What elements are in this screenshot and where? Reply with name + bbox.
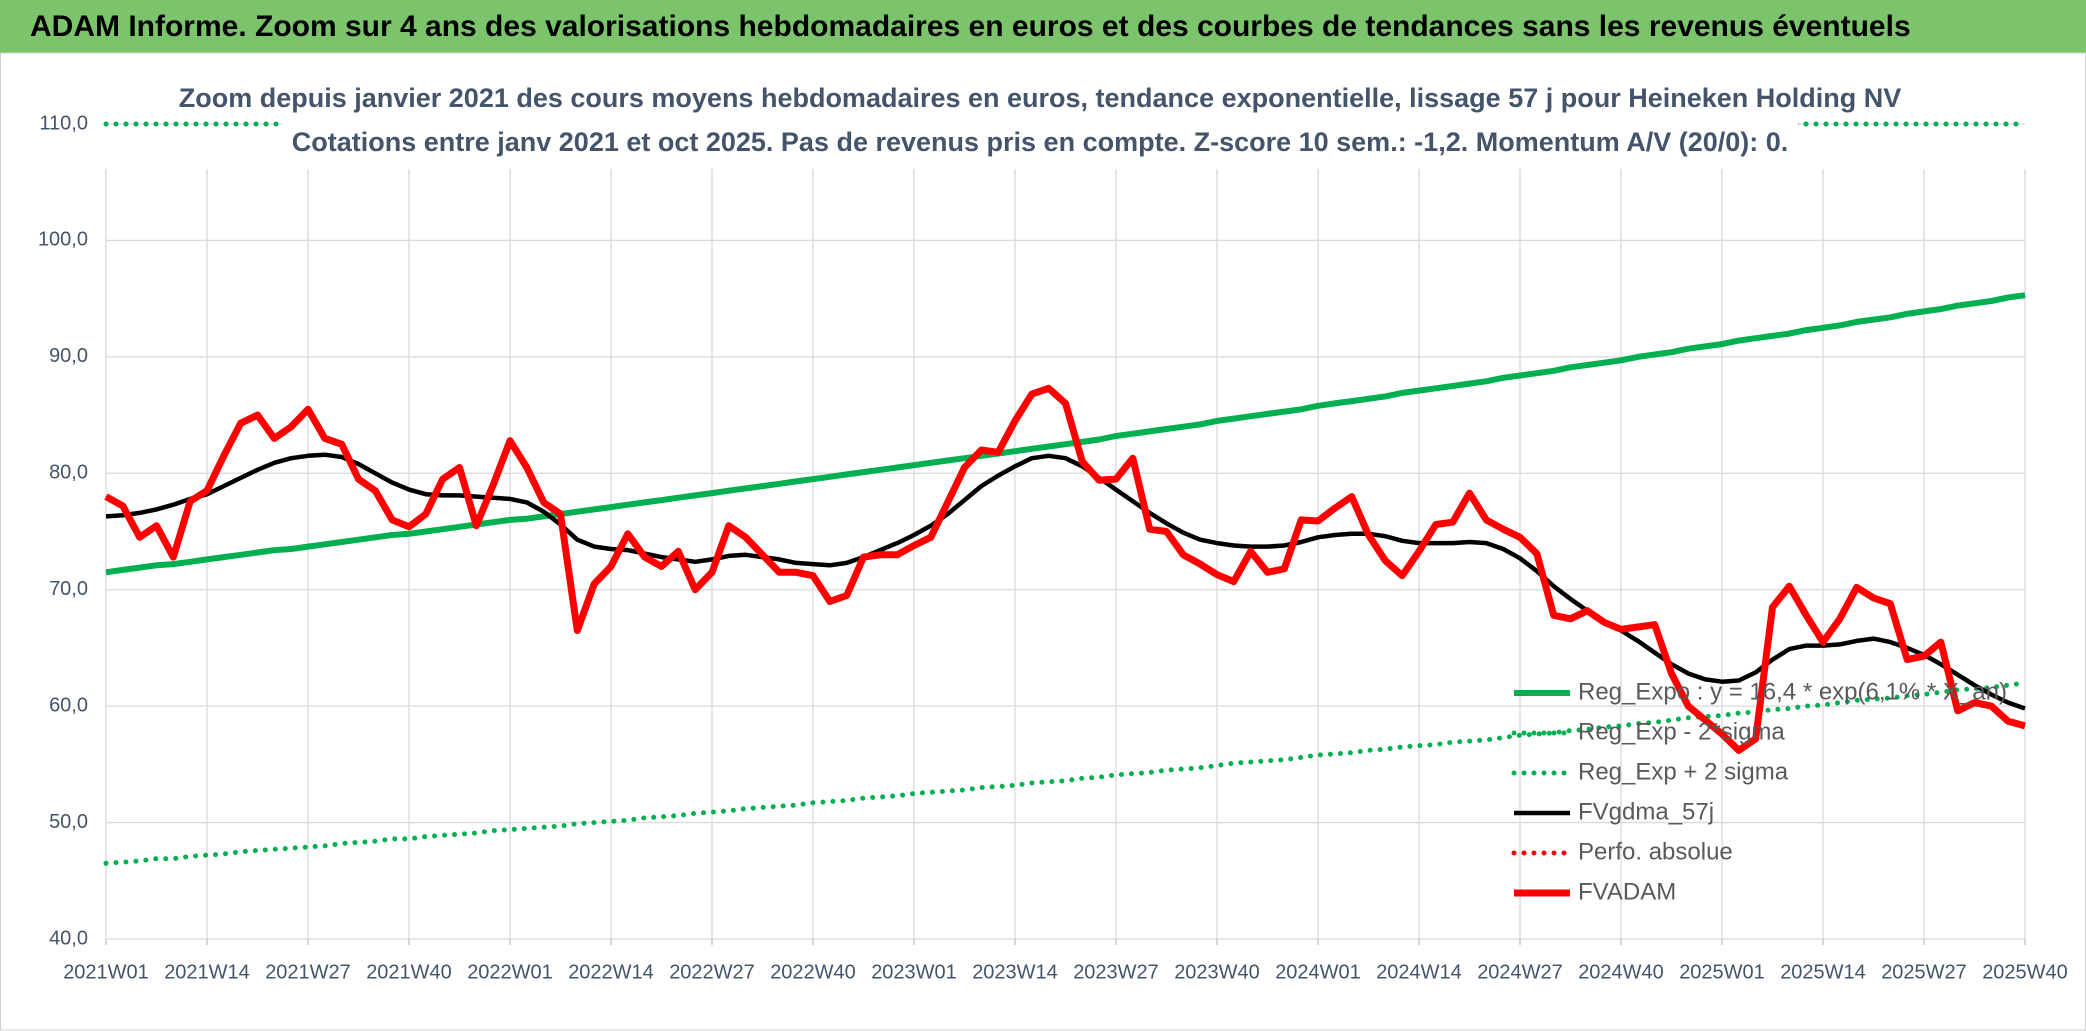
legend-label: Reg_Exp - 2*sigma — [1578, 718, 1785, 745]
series-line — [104, 384, 2026, 754]
y-tick-label: 90,0 — [49, 345, 88, 367]
legend-label: FVADAM — [1578, 878, 1676, 905]
series-line — [103, 680, 2028, 866]
legend-label: Reg_Expo : y = 16,4 * exp(6,1% * X_an) — [1578, 678, 2007, 705]
y-tick-label: 60,0 — [49, 694, 88, 716]
series-line — [105, 452, 2026, 711]
x-tick-label: 2021W40 — [366, 961, 452, 983]
x-tick-label: 2024W14 — [1376, 961, 1462, 983]
y-tick-label: 100,0 — [38, 229, 88, 251]
banner-title: ADAM Informe. Zoom sur 4 ans des valoris… — [30, 10, 1911, 43]
x-tick-label: 2025W27 — [1881, 961, 1967, 983]
x-tick-label: 2023W27 — [1073, 961, 1159, 983]
subtitle-box — [282, 76, 1798, 168]
banner-bar — [0, 0, 2086, 53]
x-tick-label: 2025W14 — [1780, 961, 1866, 983]
x-tick-label: 2023W01 — [871, 961, 957, 983]
x-tick-label: 2022W14 — [568, 961, 654, 983]
x-tick-label: 2023W40 — [1174, 961, 1260, 983]
x-tick-label: 2024W40 — [1578, 961, 1664, 983]
x-tick-label: 2023W14 — [972, 961, 1058, 983]
x-tick-label: 2022W27 — [669, 961, 755, 983]
legend-label: Perfo. absolue — [1578, 838, 1733, 865]
legend-label: FVgdma_57j — [1578, 798, 1714, 825]
x-tick-label: 2021W27 — [265, 961, 351, 983]
legend: Reg_Expo : y = 16,4 * exp(6,1% * X_an) Re… — [1511, 678, 2007, 905]
legend-label: Reg_Exp + 2 sigma — [1578, 758, 1789, 785]
x-tick-label: 2024W27 — [1477, 961, 1563, 983]
x-tick-label: 2022W40 — [770, 961, 856, 983]
series-line — [105, 292, 2026, 576]
y-tick-label: 110,0 — [39, 112, 88, 134]
y-tick-label: 50,0 — [49, 811, 88, 833]
x-tick-label: 2025W40 — [1982, 961, 2068, 983]
subtitle: Zoom depuis janvier 2021 des cours moyen… — [179, 83, 1902, 113]
subtitle: Cotations entre janv 2021 et oct 2025. P… — [292, 127, 1789, 157]
x-tick-label: 2022W01 — [467, 961, 553, 983]
x-tick-label: 2024W01 — [1275, 961, 1361, 983]
x-tick-label: 2025W01 — [1679, 961, 1765, 983]
grid: 40,0 50,0 60,0 70,0 80,0 90,0 100,0 110,0 2021W0… — [38, 112, 2068, 983]
y-tick-label: 70,0 — [49, 578, 88, 600]
y-tick-label: 80,0 — [49, 462, 88, 484]
y-tick-label: 40,0 — [49, 927, 88, 949]
x-tick-label: 2021W14 — [164, 961, 250, 983]
x-tick-label: 2021W01 — [63, 961, 149, 983]
